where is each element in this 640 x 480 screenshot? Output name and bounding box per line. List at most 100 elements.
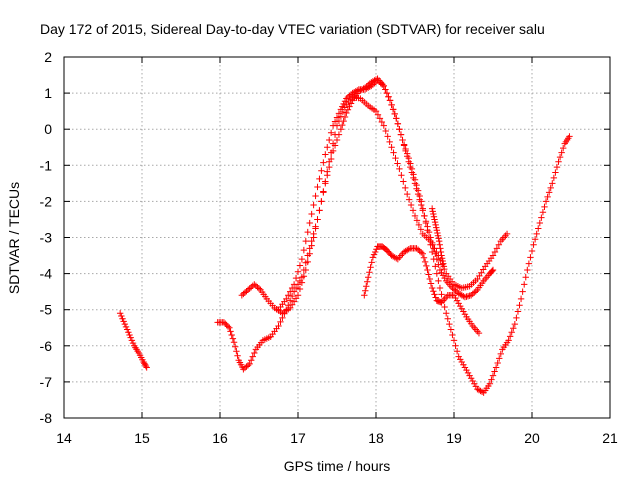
data-point [433, 255, 441, 263]
data-point [322, 151, 329, 158]
data-point [243, 363, 250, 370]
data-point [488, 376, 495, 383]
data-point [375, 78, 383, 86]
data-point [505, 337, 512, 344]
data-point [535, 225, 542, 232]
data-point [343, 95, 350, 102]
data-point [450, 337, 458, 344]
data-point [430, 287, 437, 295]
data-point [244, 362, 252, 369]
data-point [439, 272, 447, 279]
data-point [467, 375, 475, 382]
data-point [421, 212, 428, 220]
data-point [378, 118, 386, 126]
data-point [539, 209, 547, 216]
data-point [414, 246, 422, 253]
data-point [318, 167, 325, 174]
data-point [243, 287, 250, 295]
data-point [224, 323, 232, 330]
data-point [413, 217, 421, 224]
data-point [232, 343, 239, 350]
data-point [413, 245, 420, 252]
data-point [396, 126, 403, 133]
data-point [354, 87, 361, 94]
data-point [339, 103, 346, 110]
data-point [327, 129, 335, 137]
data-point [388, 144, 395, 151]
data-point [547, 184, 554, 192]
y-tick-label: 0 [44, 121, 52, 137]
data-point [463, 366, 470, 374]
data-point [335, 110, 343, 117]
data-point [384, 133, 391, 140]
data-point [222, 320, 229, 327]
data-point [372, 248, 379, 256]
data-point [386, 97, 394, 104]
data-point [444, 315, 451, 322]
data-point [450, 292, 458, 299]
data-point [300, 273, 308, 280]
series-arc-4 [275, 77, 497, 313]
data-point [374, 77, 381, 84]
data-point [142, 362, 150, 370]
data-point [428, 239, 436, 247]
data-point [433, 227, 441, 234]
data-point [249, 353, 256, 360]
data-point [141, 360, 148, 367]
data-point [429, 208, 436, 215]
data-point [416, 247, 423, 255]
data-point [542, 198, 550, 205]
y-tick-label: -5 [40, 302, 53, 318]
data-point [382, 127, 389, 135]
data-point [344, 93, 352, 101]
series-arc-5 [361, 243, 483, 337]
data-point [116, 310, 124, 317]
data-point [227, 328, 234, 335]
data-point [379, 81, 386, 88]
data-point [304, 258, 311, 266]
data-point [318, 198, 325, 205]
data-point [119, 315, 126, 322]
data-point [436, 284, 444, 292]
data-point [472, 383, 480, 390]
data-point [450, 286, 458, 293]
y-tick-label: -4 [40, 266, 53, 282]
series-arc-6 [428, 205, 448, 270]
data-point [411, 212, 419, 220]
data-point [519, 288, 526, 295]
data-point [404, 190, 411, 198]
x-axis-label: GPS time / hours [284, 458, 391, 474]
data-point [410, 174, 417, 182]
data-point [432, 250, 439, 257]
data-point [233, 348, 240, 355]
y-tick-label: 2 [44, 49, 52, 65]
data-point [439, 257, 446, 265]
data-point [560, 144, 567, 152]
data-point [489, 267, 496, 275]
data-point [254, 283, 261, 291]
data-point [390, 149, 397, 156]
data-point [467, 292, 475, 299]
data-point [292, 274, 300, 282]
data-point [435, 237, 443, 245]
data-point [304, 228, 311, 236]
data-point [230, 338, 238, 346]
data-point [365, 274, 372, 281]
data-point [555, 158, 562, 165]
data-point [322, 178, 329, 185]
data-point [140, 358, 147, 366]
data-point [229, 335, 237, 342]
data-point [440, 260, 447, 267]
data-point [341, 98, 349, 105]
data-point [402, 184, 409, 192]
data-point [290, 281, 298, 288]
data-point [251, 281, 258, 288]
data-point [552, 169, 559, 176]
data-point [389, 106, 397, 113]
data-point [432, 221, 439, 229]
data-point [514, 308, 522, 315]
data-point [434, 232, 442, 239]
data-point [405, 246, 412, 253]
data-point [255, 285, 263, 292]
